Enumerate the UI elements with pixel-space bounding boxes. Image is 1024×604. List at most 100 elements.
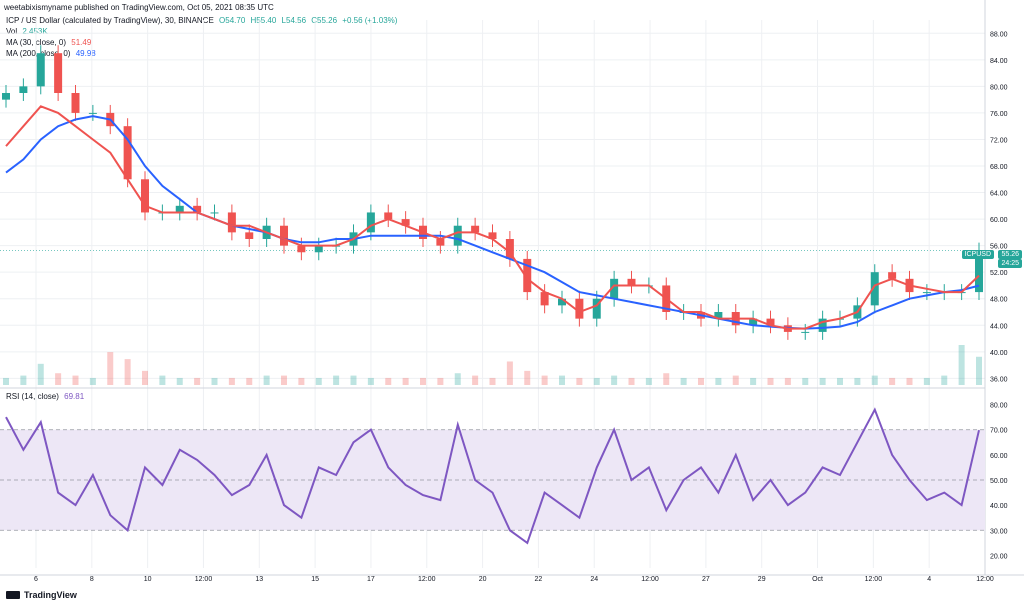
symbol-tag: ICPUSD bbox=[961, 250, 994, 259]
time-tick-label: 12:00 bbox=[641, 576, 659, 583]
rsi-tick-label: 30.00 bbox=[990, 528, 1008, 535]
ma200-line bbox=[5, 115, 980, 330]
open-value: O54.70 bbox=[219, 16, 246, 25]
price-tick-label: 64.00 bbox=[990, 191, 1008, 198]
volume-bar bbox=[715, 377, 722, 385]
volume-bar bbox=[889, 377, 896, 385]
volume-bar bbox=[663, 373, 670, 385]
volume-bar bbox=[437, 377, 444, 385]
rsi-label: RSI (14, close) bbox=[6, 392, 59, 401]
price-tick-label: 36.00 bbox=[990, 376, 1008, 383]
time-tick-label: 13 bbox=[255, 576, 263, 583]
time-tick-label: 12:00 bbox=[976, 576, 994, 583]
rsi-line bbox=[5, 407, 980, 545]
price-tick-label: 84.00 bbox=[990, 58, 1008, 65]
candle-body bbox=[314, 245, 323, 253]
tradingview-logo-text: TradingView bbox=[24, 590, 77, 600]
rsi-legend: RSI (14, close) 69.81 bbox=[6, 392, 87, 401]
bar-countdown-tag: 24:25 bbox=[998, 259, 1022, 268]
volume-bar bbox=[819, 377, 826, 385]
volume-bar bbox=[906, 377, 913, 385]
low-value: L54.56 bbox=[281, 16, 307, 25]
volume-bar bbox=[159, 375, 166, 385]
volume-bar bbox=[89, 377, 96, 385]
volume-value: 2.453K bbox=[22, 27, 48, 36]
candle-body bbox=[280, 225, 288, 246]
volume-bar bbox=[454, 373, 461, 385]
price-tick-label: 72.00 bbox=[990, 137, 1008, 144]
candle-body bbox=[540, 292, 549, 306]
volume-bar bbox=[298, 377, 305, 385]
volume-bar bbox=[680, 377, 687, 385]
candle-body bbox=[71, 93, 80, 113]
volume-bar bbox=[246, 377, 253, 385]
volume-bar bbox=[698, 377, 704, 385]
candle-body bbox=[592, 298, 601, 319]
volume-bar bbox=[854, 377, 861, 385]
time-tick-label: Oct bbox=[812, 576, 823, 583]
volume-bar bbox=[541, 375, 548, 385]
price-tick-label: 56.00 bbox=[990, 244, 1008, 251]
rsi-tick-label: 80.00 bbox=[990, 403, 1008, 410]
volume-bar bbox=[281, 375, 287, 385]
volume-bar bbox=[228, 377, 235, 385]
rsi-value: 69.81 bbox=[64, 392, 85, 401]
rsi-tick-label: 70.00 bbox=[990, 428, 1008, 435]
price-tick-label: 48.00 bbox=[990, 297, 1008, 304]
candle-body bbox=[245, 232, 254, 239]
time-tick-label: 12:00 bbox=[418, 576, 436, 583]
candle-body bbox=[19, 86, 28, 93]
volume-bar bbox=[732, 375, 739, 385]
volume-bar bbox=[576, 377, 583, 385]
candle-body bbox=[749, 318, 758, 326]
volume-bar bbox=[263, 375, 270, 385]
high-value: H55.40 bbox=[250, 16, 277, 25]
candle-body bbox=[227, 212, 236, 233]
rsi-tick-label: 50.00 bbox=[990, 478, 1008, 485]
volume-legend: Vol 2.453K bbox=[6, 27, 51, 36]
volume-bar bbox=[767, 377, 774, 385]
time-tick-label: 15 bbox=[311, 576, 319, 583]
volume-bar bbox=[645, 377, 652, 385]
volume-bar bbox=[559, 375, 565, 385]
volume-bar bbox=[333, 375, 340, 385]
candle-body bbox=[558, 298, 566, 306]
price-tick-label: 60.00 bbox=[990, 217, 1008, 224]
volume-bar bbox=[611, 375, 618, 385]
candle-body bbox=[436, 239, 445, 246]
candle-body bbox=[870, 272, 879, 306]
candle-body bbox=[766, 318, 775, 326]
candle-body bbox=[297, 245, 306, 253]
volume-bar bbox=[941, 375, 948, 385]
volume-bar bbox=[420, 377, 426, 385]
publish-caption: weetabixismyname published on TradingVie… bbox=[4, 3, 274, 12]
time-tick-label: 10 bbox=[144, 576, 152, 583]
volume-bar bbox=[628, 377, 635, 385]
volume-bar bbox=[142, 370, 148, 385]
volume-bar bbox=[489, 377, 496, 385]
volume-bar bbox=[20, 375, 27, 385]
volume-bar bbox=[402, 377, 409, 385]
volume-bar bbox=[176, 377, 183, 385]
time-tick-label: 20 bbox=[479, 576, 487, 583]
volume-bar bbox=[871, 375, 878, 385]
price-tick-label: 40.00 bbox=[990, 350, 1008, 357]
candle-body bbox=[54, 53, 63, 93]
price-tick-label: 88.00 bbox=[990, 31, 1008, 38]
candle-body bbox=[366, 212, 375, 233]
last-price-tag: 55.26 bbox=[998, 250, 1022, 259]
volume-label: Vol bbox=[6, 27, 18, 36]
candle-body bbox=[627, 278, 636, 286]
candle-body bbox=[801, 331, 810, 333]
candle-body bbox=[523, 258, 532, 293]
candle-body bbox=[922, 292, 931, 294]
volume-bar bbox=[124, 359, 131, 385]
tradingview-logo-icon bbox=[6, 591, 20, 599]
volume-bar bbox=[3, 377, 9, 385]
volume-bar bbox=[802, 377, 809, 385]
candle-body bbox=[471, 225, 480, 233]
time-tick-label: 8 bbox=[90, 576, 94, 583]
time-tick-label: 6 bbox=[34, 576, 38, 583]
time-tick-label: 24 bbox=[590, 576, 598, 583]
